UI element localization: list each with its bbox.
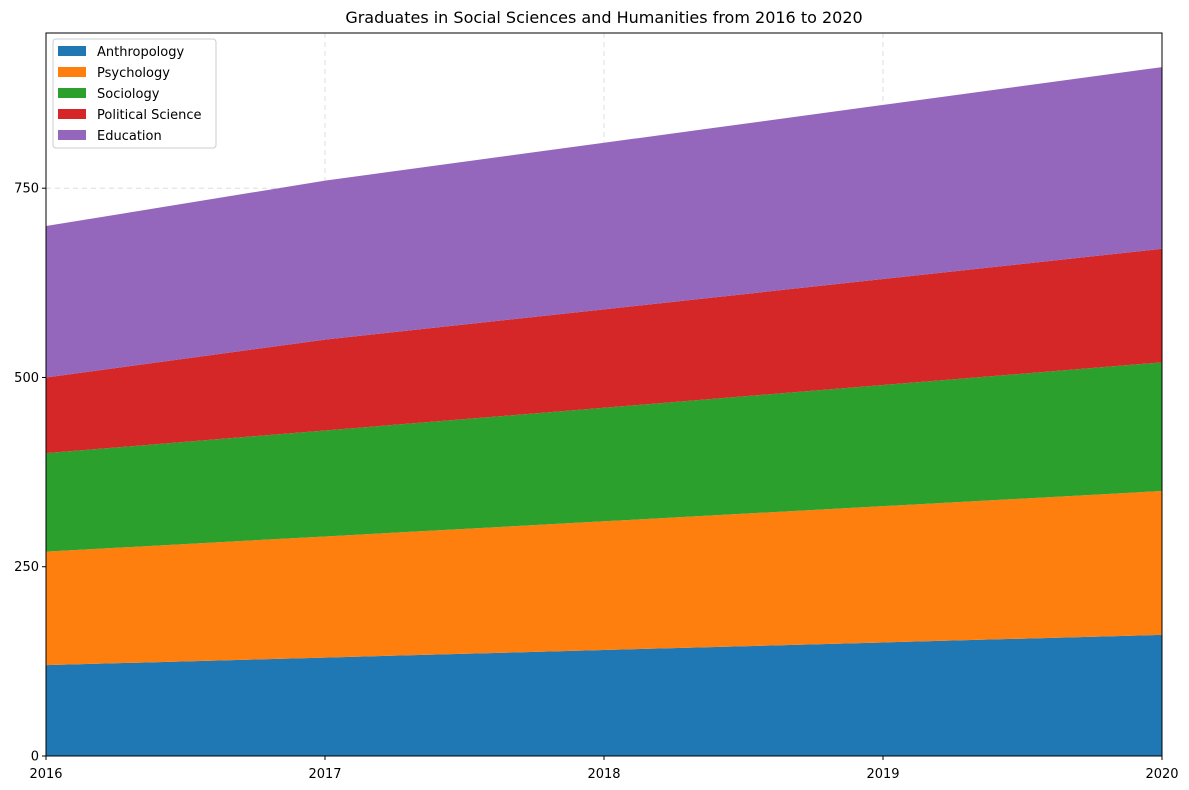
area-anthropology	[46, 634, 1162, 756]
y-tick-label: 500	[14, 371, 39, 386]
legend-swatch-anthropology	[58, 46, 86, 56]
legend-swatch-political-science	[58, 109, 86, 119]
legend-label-anthropology: Anthropology	[97, 45, 185, 60]
x-tick-label: 2017	[308, 767, 341, 782]
x-tick-label: 2019	[866, 767, 899, 782]
legend-label-sociology: Sociology	[97, 87, 160, 102]
chart-title: Graduates in Social Sciences and Humanit…	[345, 8, 862, 27]
legend-swatch-psychology	[58, 67, 86, 77]
legend-label-education: Education	[97, 129, 162, 144]
y-tick-label: 750	[14, 182, 39, 197]
legend: Anthropology Psychology Sociology Political…	[52, 38, 217, 149]
area-political-science	[46, 248, 1162, 454]
area-layers	[46, 67, 1162, 756]
area-education	[46, 67, 1162, 378]
x-tick-label: 2016	[29, 767, 62, 782]
legend-box	[52, 38, 217, 149]
y-tick-label: 0	[31, 750, 39, 765]
x-tick-label: 2018	[587, 767, 620, 782]
area-sociology	[46, 362, 1162, 552]
x-tick-label: 2020	[1145, 767, 1178, 782]
area-psychology	[46, 491, 1162, 666]
legend-swatch-sociology	[58, 88, 86, 98]
legend-swatch-education	[58, 130, 86, 140]
legend-label-psychology: Psychology	[97, 66, 170, 81]
axes: 2016 2017 2018 2019 2020 0 250 500 750	[14, 32, 1179, 782]
y-tick-label: 250	[14, 560, 39, 575]
legend-label-political-science: Political Science	[97, 108, 202, 123]
